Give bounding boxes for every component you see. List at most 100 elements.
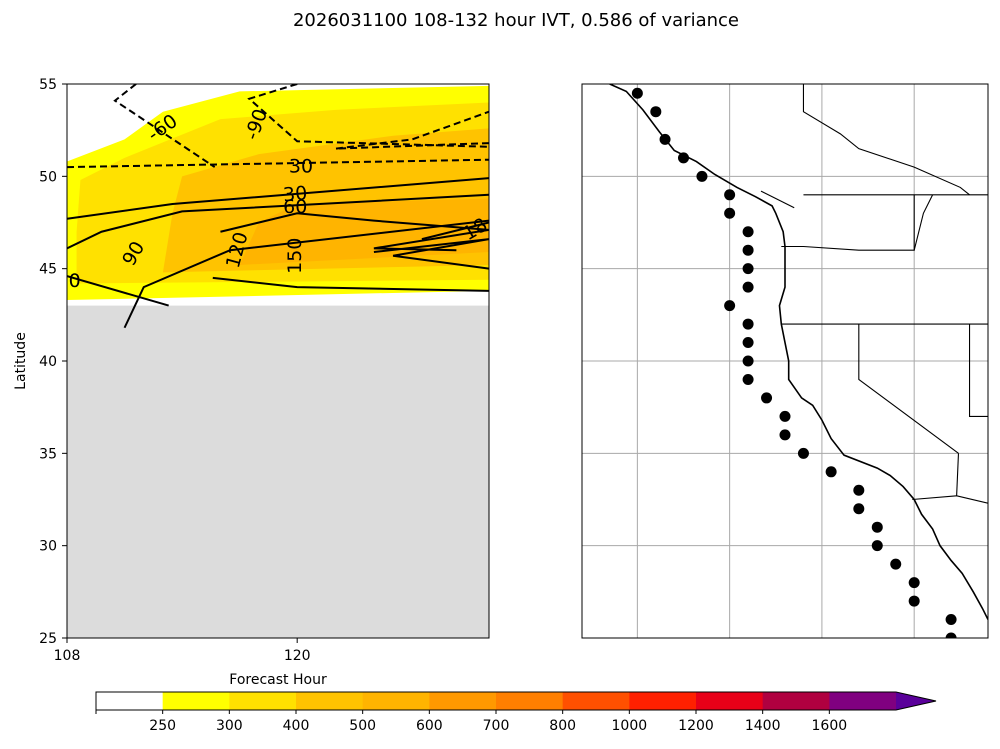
border-line-5 [912,495,957,501]
scatter-point-13 [742,337,754,349]
scatter-point-5 [724,189,736,201]
border-line-9 [760,190,795,209]
colorbar-tick-label-1000: 1000 [612,718,648,734]
colorbar-segment-6 [496,692,564,710]
contour-line-10 [67,275,169,307]
scatter-point-2 [659,133,671,145]
coastline [609,84,988,620]
scatter-point-25 [890,558,902,570]
contour-line-7 [220,212,489,252]
colorbar-tick-label-800: 800 [549,718,576,734]
figure-title: 2026031100 108-132 hour IVT, 0.586 of va… [293,10,739,31]
colorbar-tick-label-1200: 1200 [678,718,714,734]
colorbar-extend-arrow [896,692,936,710]
colorbar-segment-2 [229,692,297,710]
contour-line-3 [335,110,489,150]
scatter-point-19 [797,447,809,459]
colorbar-segment-5 [429,692,497,710]
scatter-point-28 [945,614,957,626]
x-axis-label: Forecast Hour [229,672,327,688]
scatter-point-16 [761,392,773,404]
colorbar-segment-8 [629,692,697,710]
scatter-point-18 [779,429,791,441]
contour-label-4: 30 [282,182,308,206]
contour-line-1 [247,84,489,148]
y-tick-label-35: 35 [39,446,57,462]
scatter-point-7 [742,226,754,238]
colorbar-segment-7 [562,692,630,710]
border-line-1 [781,194,915,251]
scatter-point-8 [742,244,754,256]
colorbar-tick-label-250: 250 [149,718,176,734]
x-tick-label-120: 120 [284,648,311,664]
contour-line-2 [67,158,489,169]
scatter-point-23 [871,521,883,533]
scatter-point-1 [650,106,662,118]
contour-line-6 [123,219,489,329]
border-line-8 [802,84,970,196]
scatter-point-26 [908,577,920,589]
scatter-point-11 [724,300,736,312]
colorbar-segment-9 [696,692,764,710]
border-line-7 [968,324,988,417]
colorbar-tick-label-600: 600 [416,718,443,734]
y-tick-label-25: 25 [39,631,57,647]
contour-line-4 [67,177,489,220]
contour-label-5: 60 [283,196,307,218]
colorbar-segment-11 [829,692,897,710]
contour-line-0 [113,84,216,168]
contour-line-8 [373,238,489,270]
scatter-point-4 [696,170,708,182]
contour-label-8: 150 [284,238,306,274]
scatter-point-6 [724,207,736,219]
y-tick-label-45: 45 [39,262,57,278]
scatter-point-29 [945,632,957,638]
scatter-point-10 [742,281,754,293]
map-area [582,84,988,638]
scatter-point-14 [742,355,754,367]
scatter-point-22 [853,503,865,515]
scatter-point-12 [742,318,754,330]
y-tick-label-55: 55 [39,77,57,93]
right-panel-map [581,83,989,639]
contour-line-9 [421,221,489,241]
scatter-point-9 [742,263,754,275]
x-tick-label-108: 108 [54,648,81,664]
no-data-region [67,305,489,638]
scatter-point-15 [742,373,754,385]
colorbar-segment-4 [362,692,430,710]
border-line-3 [858,324,959,454]
scatter-point-17 [779,410,791,422]
scatter-point-0 [631,87,643,99]
contour-label-2: 30 [289,156,313,178]
colorbar-tick-label-500: 500 [349,718,376,734]
colorbar-tick-label-400: 400 [283,718,310,734]
y-tick-label-50: 50 [39,169,57,185]
contour-line-11 [212,276,489,292]
scatter-point-27 [908,595,920,607]
colorbar-tick-label-300: 300 [216,718,243,734]
colorbar-segment-10 [762,692,830,710]
colorbar: 250 300 400 500 600 700 800 1000 1200 1400 1600 [95,691,937,734]
scatter-point-21 [853,484,865,496]
map-frame [581,83,989,639]
colorbar-segment-3 [296,692,364,710]
y-tick-label-30: 30 [39,539,57,555]
colorbar-segment-0 [96,692,164,710]
y-tick-label-40: 40 [39,354,57,370]
border-line-6 [913,194,934,251]
colorbar-tick-label-1400: 1400 [745,718,781,734]
scatter-point-20 [825,466,837,478]
colorbar-tick-label-1600: 1600 [812,718,848,734]
y-axis-label: Latitude [13,332,29,390]
scatter-point-3 [678,152,689,164]
scatter-point-24 [871,540,883,552]
colorbar-frame [95,691,937,711]
filled-band-500 [239,198,489,265]
contour-label-10: 0 [69,270,81,292]
colorbar-tick-label-700: 700 [483,718,510,734]
colorbar-segment-1 [162,692,230,710]
